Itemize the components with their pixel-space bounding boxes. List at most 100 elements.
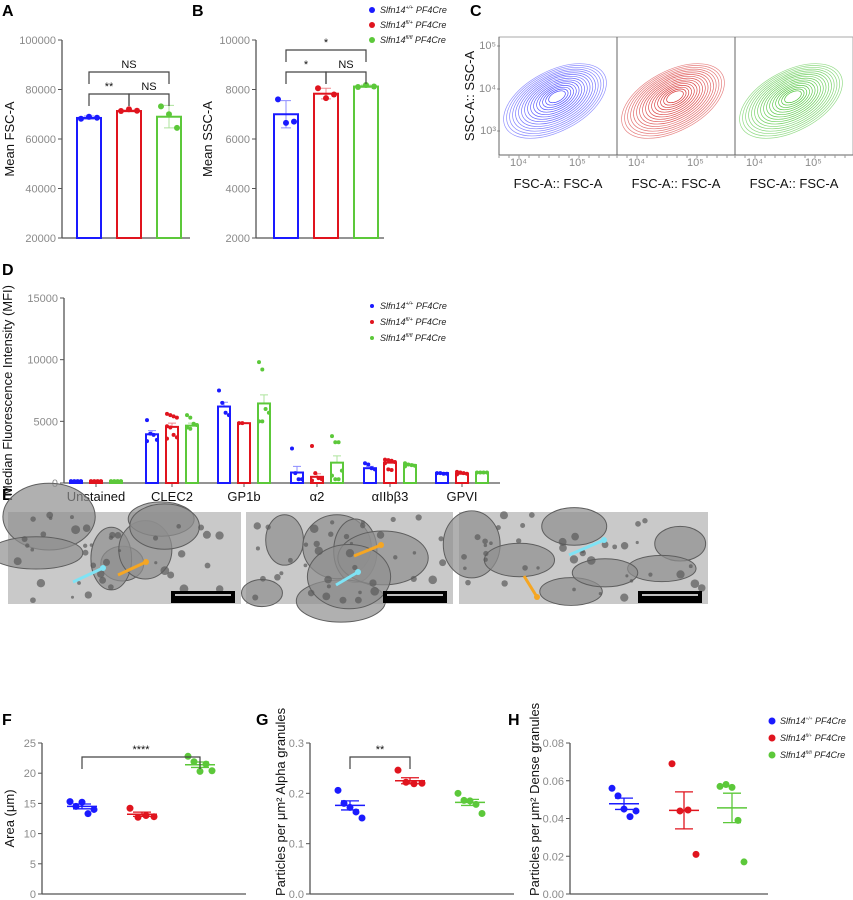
contour-line xyxy=(621,63,725,139)
granule xyxy=(343,533,350,540)
significance-bracket: ** xyxy=(88,81,130,106)
cyan-arrow-icon xyxy=(72,566,104,584)
y-tick-label: 0.02 xyxy=(543,851,564,863)
data-point xyxy=(142,811,150,819)
data-point xyxy=(684,806,692,814)
data-point xyxy=(369,466,374,471)
granule xyxy=(303,563,308,568)
plot-frame xyxy=(498,36,618,156)
data-point xyxy=(340,799,348,807)
data-point xyxy=(196,767,204,775)
data-point xyxy=(435,471,439,476)
granule xyxy=(516,538,522,544)
data-point xyxy=(291,118,297,125)
platelet-shape xyxy=(627,554,697,583)
data-point xyxy=(154,437,159,442)
granule xyxy=(465,579,471,586)
granule xyxy=(313,540,320,548)
data-point xyxy=(402,778,410,786)
bar xyxy=(76,116,102,239)
x-axis-label: FSC-A:: FSC-A xyxy=(632,176,721,191)
data-point xyxy=(692,850,700,858)
contour-line xyxy=(527,77,585,120)
x-tick-label: GP1b xyxy=(227,489,260,504)
y-axis-label: Area (μm) xyxy=(2,789,17,847)
y-tick-label: 0.2 xyxy=(289,788,304,800)
orange-arrow-icon xyxy=(522,575,539,598)
contour-panel xyxy=(734,36,853,158)
platelet-shape xyxy=(240,579,283,608)
y-tick-label: 40000 xyxy=(25,184,56,196)
data-point xyxy=(676,807,684,815)
contour-line xyxy=(654,83,695,113)
data-point xyxy=(310,478,314,483)
data-point xyxy=(75,479,80,484)
contour-line xyxy=(666,90,684,104)
data-point xyxy=(168,425,173,430)
x-tick-label: α2 xyxy=(310,489,325,504)
granule xyxy=(648,572,653,577)
granule xyxy=(349,541,354,546)
legend-label: Slfn14fl/+ PF4Cre xyxy=(380,20,446,30)
data-point xyxy=(406,462,411,467)
contour-line xyxy=(778,86,808,108)
data-point xyxy=(266,410,271,415)
granule xyxy=(520,523,526,528)
contour-line xyxy=(648,79,701,118)
data-point xyxy=(316,476,321,481)
scale-bar xyxy=(171,591,235,603)
data-point xyxy=(346,803,354,811)
data-point xyxy=(95,479,100,484)
arrow-head xyxy=(100,565,106,571)
y-tick-label: 15000 xyxy=(27,293,58,305)
bracket-line xyxy=(325,71,367,84)
data-point xyxy=(371,83,377,90)
contour-line xyxy=(742,65,841,137)
legend-suffix: PF4Cre xyxy=(412,333,446,343)
data-point xyxy=(728,783,736,791)
data-point xyxy=(310,444,314,448)
contour-line xyxy=(630,68,717,132)
contour-line xyxy=(781,88,805,106)
contour-line xyxy=(542,86,572,108)
y-axis-label: Particles per μm² Dense granules xyxy=(527,702,542,896)
panel-label-E: E xyxy=(2,487,13,504)
granule xyxy=(345,549,355,558)
granule xyxy=(330,520,335,525)
bar xyxy=(237,422,251,484)
granule xyxy=(558,537,567,546)
y-tick-label: 6000 xyxy=(226,134,250,146)
panel-label-B: B xyxy=(192,3,204,20)
data-point xyxy=(626,813,634,821)
legend-item: Slfn14fl/+ PF4Cre xyxy=(768,733,846,743)
bar xyxy=(313,92,339,239)
granule xyxy=(676,570,685,579)
data-point xyxy=(475,470,479,475)
legend-sup: fl/fl xyxy=(406,35,414,41)
granule xyxy=(635,540,639,545)
arrow-head xyxy=(355,569,361,575)
legend-item: Slfn14fl/fl PF4Cre xyxy=(370,333,446,343)
plot-frame xyxy=(734,36,853,156)
data-point xyxy=(668,760,676,768)
data-point xyxy=(202,760,210,768)
granule xyxy=(177,550,186,558)
data-point xyxy=(194,423,199,428)
panel-label-D: D xyxy=(2,262,14,279)
granule xyxy=(70,515,74,520)
granule xyxy=(70,595,74,599)
y-tick-label: 10⁵ xyxy=(479,40,496,52)
y-tick-label: 10000 xyxy=(219,35,250,47)
legend-sup: +/+ xyxy=(406,5,414,11)
legend-item: Slfn14fl/fl PF4Cre xyxy=(768,750,845,760)
bracket-line xyxy=(88,71,170,84)
legend-base: Slfn14 xyxy=(380,5,406,15)
contour-line xyxy=(536,83,577,113)
data-point xyxy=(386,458,391,463)
legend-base: Slfn14 xyxy=(380,317,406,327)
y-tick-label: 0.0 xyxy=(289,889,304,900)
panel-label-H: H xyxy=(508,712,520,729)
contour-line xyxy=(639,74,709,125)
granule xyxy=(690,579,700,588)
y-tick-label: 0.1 xyxy=(289,839,304,851)
